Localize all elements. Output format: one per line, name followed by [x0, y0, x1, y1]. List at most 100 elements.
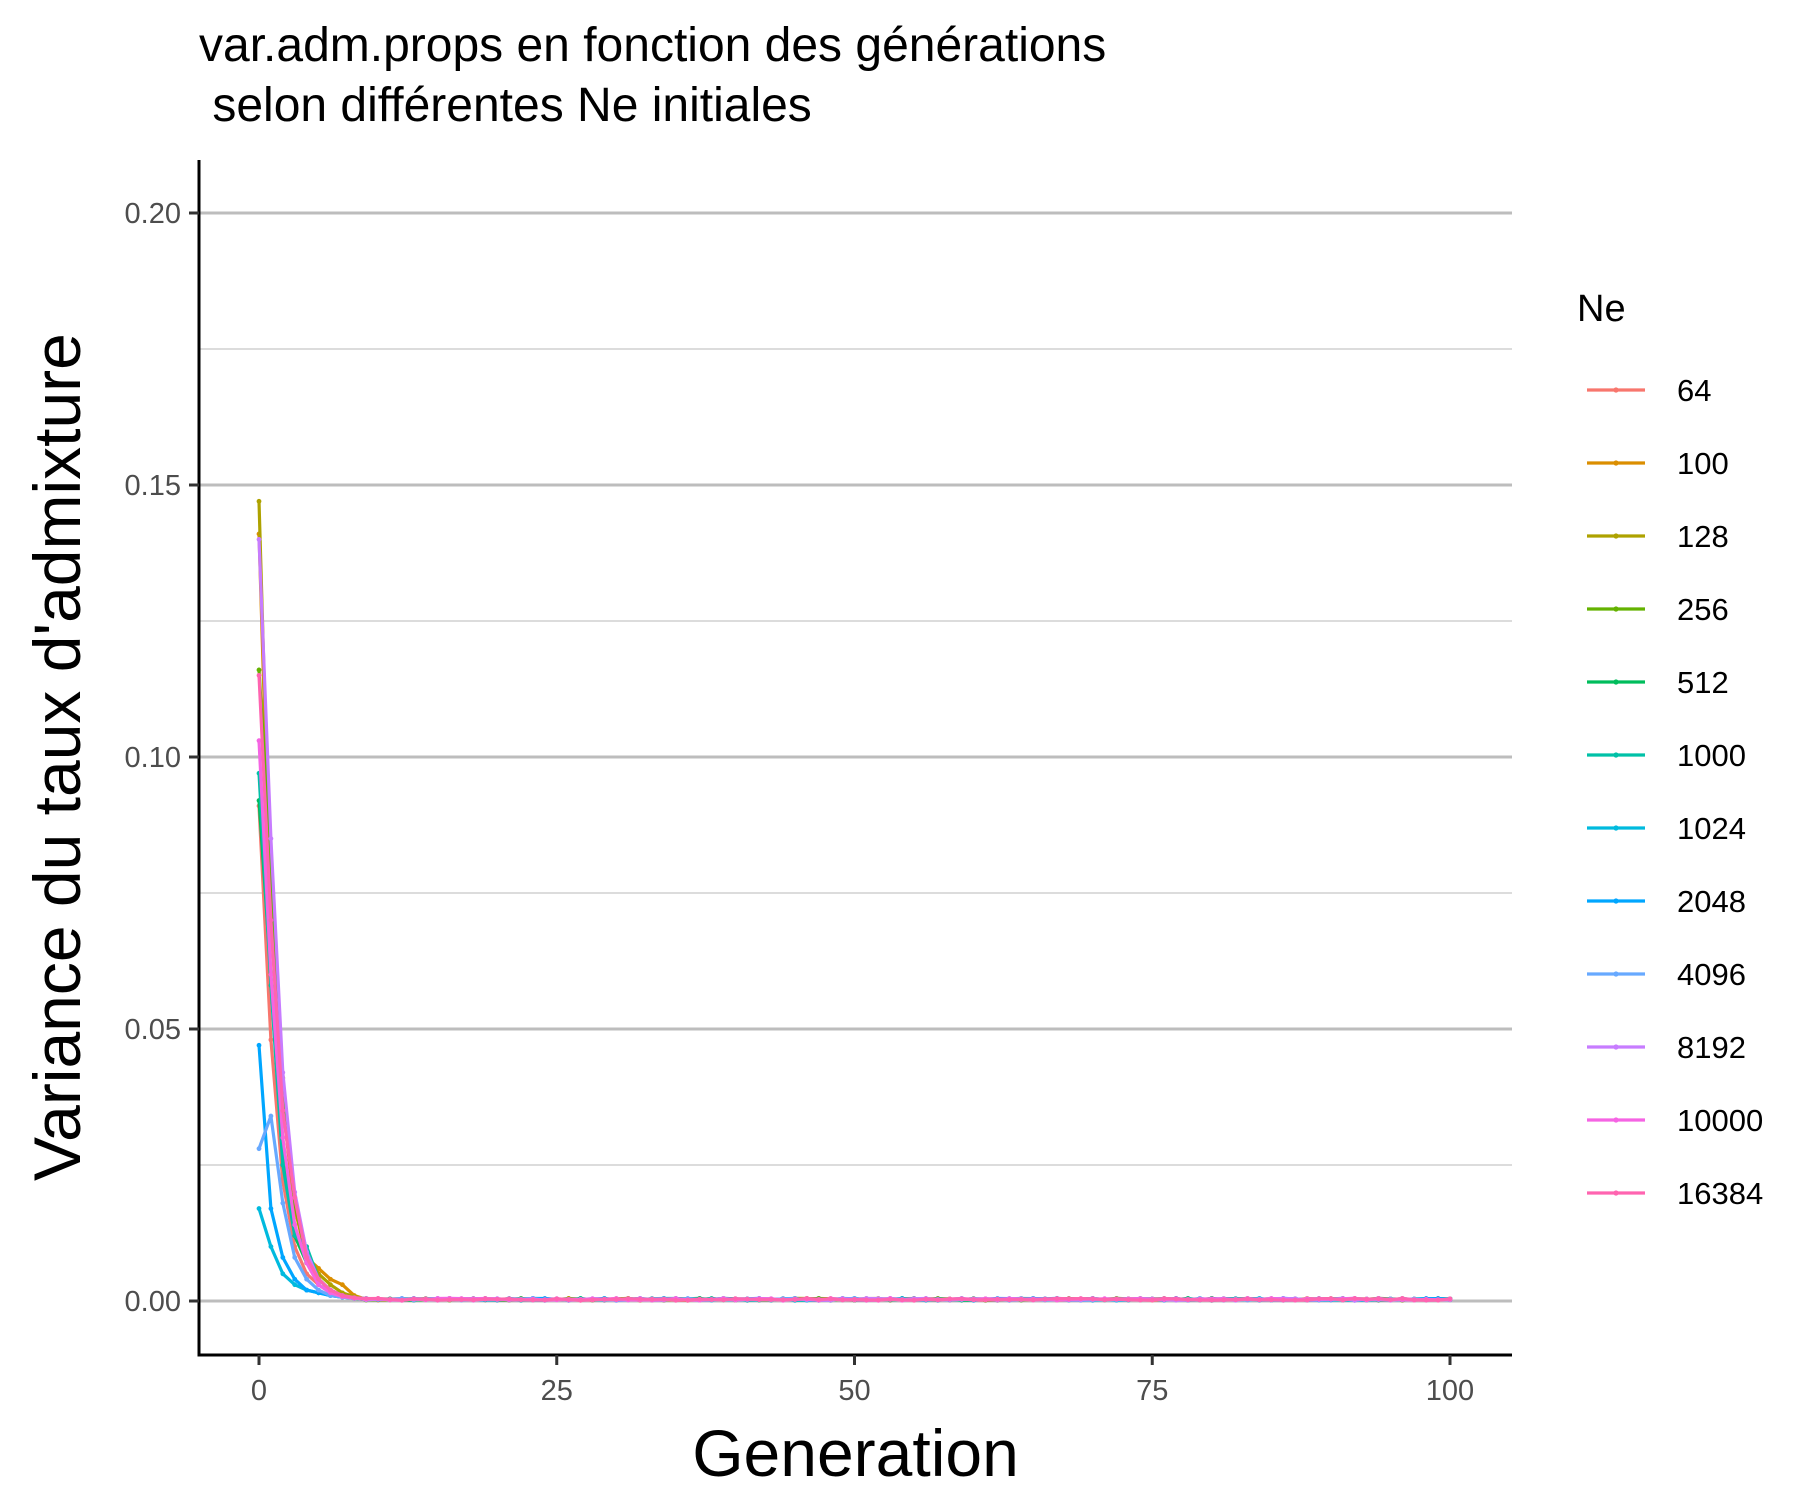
data-point-16384	[816, 1296, 822, 1302]
x-tick-label: 0	[251, 1375, 267, 1407]
series-line-4096	[257, 1114, 1451, 1302]
data-point-16384	[864, 1297, 869, 1303]
data-point-1024	[280, 1271, 286, 1277]
data-point-16384	[1018, 1297, 1024, 1302]
data-point-16384	[316, 1276, 321, 1282]
legend-key-point	[1613, 679, 1619, 685]
series-line-64	[257, 805, 1451, 1302]
data-point-16384	[280, 1108, 286, 1113]
data-point-16384	[530, 1297, 536, 1303]
legend-label: 10000	[1677, 1103, 1763, 1138]
data-point-16384	[375, 1296, 381, 1301]
legend-label: 128	[1677, 519, 1729, 554]
y-tick-label: 0.10	[125, 742, 181, 774]
data-point-16384	[744, 1296, 750, 1302]
legend-title: Ne	[1577, 288, 1626, 330]
data-point-128	[256, 498, 262, 504]
legend-label: 1024	[1677, 811, 1746, 846]
data-point-16384	[601, 1296, 607, 1302]
legend-label: 100	[1677, 446, 1729, 481]
data-point-16384	[1209, 1297, 1215, 1303]
data-point-256	[256, 667, 262, 673]
data-point-16384	[673, 1297, 679, 1303]
data-point-16384	[459, 1297, 464, 1303]
data-point-16384	[1268, 1297, 1274, 1303]
data-point-16384	[733, 1296, 738, 1302]
data-point-16384	[1257, 1297, 1262, 1303]
data-point-16384	[768, 1297, 774, 1303]
data-point-16384	[1078, 1296, 1084, 1302]
y-tick-label: 0.20	[125, 198, 181, 230]
data-point-16384	[1102, 1297, 1108, 1303]
data-point-4096	[292, 1255, 298, 1260]
data-point-16384	[1114, 1296, 1119, 1302]
data-point-16384	[828, 1296, 834, 1302]
data-point-16384	[1173, 1296, 1179, 1302]
series-line-512	[257, 800, 1451, 1302]
data-point-16384	[1066, 1296, 1072, 1302]
x-tick-label: 75	[1136, 1375, 1168, 1407]
data-point-16384	[899, 1297, 905, 1303]
data-point-16384	[697, 1296, 703, 1302]
data-point-16384	[1292, 1297, 1298, 1303]
legend-key-point	[1613, 387, 1619, 393]
data-point-16384	[399, 1297, 405, 1303]
axes	[189, 160, 1512, 1365]
data-point-16384	[506, 1296, 512, 1302]
data-point-8192	[268, 836, 274, 841]
data-point-16384	[268, 917, 274, 923]
data-point-16384	[542, 1297, 548, 1303]
y-axis-label: Variance du taux d'admixture	[20, 333, 94, 1182]
data-point-1000	[292, 1233, 298, 1239]
data-point-16384	[292, 1195, 298, 1201]
data-point-16384	[983, 1297, 988, 1303]
data-point-1024	[268, 1244, 274, 1249]
data-point-10000	[316, 1282, 321, 1288]
data-point-16384	[1447, 1296, 1453, 1302]
data-point-16384	[482, 1296, 488, 1302]
data-point-16384	[852, 1297, 857, 1302]
data-point-2048	[256, 1042, 262, 1048]
data-point-16384	[935, 1297, 941, 1303]
data-point-100	[339, 1282, 345, 1288]
legend-label: 16384	[1677, 1176, 1763, 1211]
data-point-10000	[280, 1135, 286, 1141]
data-point-16384	[554, 1296, 560, 1302]
series-line-1024	[257, 1208, 1451, 1302]
data-point-16384	[447, 1297, 452, 1303]
data-point-16384	[256, 673, 262, 678]
legend-key-point	[1613, 460, 1619, 466]
legend-key-point	[1613, 898, 1619, 904]
legend-key-point	[1613, 1044, 1619, 1050]
data-point-16384	[363, 1296, 369, 1302]
series-line-256	[257, 669, 1451, 1302]
data-point-1024	[256, 1206, 262, 1211]
data-point-16384	[1364, 1296, 1370, 1302]
data-point-16384	[661, 1296, 667, 1302]
data-point-16384	[1388, 1297, 1393, 1303]
data-point-16384	[1161, 1296, 1167, 1301]
data-point-16384	[756, 1297, 762, 1303]
data-point-16384	[1197, 1297, 1203, 1303]
data-point-16384	[590, 1297, 595, 1303]
data-point-1024	[292, 1282, 298, 1288]
data-point-16384	[518, 1297, 524, 1303]
data-point-1000	[280, 1162, 286, 1168]
legend: 64 100 128 256 512 1000 1024 2048 4096 8192 10000 1…	[1587, 373, 1763, 1211]
data-point-8192	[256, 537, 262, 542]
legend-key-point	[1613, 1117, 1619, 1123]
legend-label: 4096	[1677, 957, 1746, 992]
data-point-16384	[1149, 1297, 1155, 1303]
data-point-4096	[304, 1276, 310, 1282]
data-point-10000	[256, 738, 262, 744]
data-point-16384	[1280, 1297, 1286, 1303]
data-point-16384	[1435, 1297, 1441, 1303]
data-point-16384	[1006, 1297, 1012, 1303]
data-point-2048	[304, 1287, 310, 1293]
data-point-16384	[1423, 1297, 1429, 1303]
y-tick-label: 0.00	[125, 1286, 181, 1318]
tick-labels: 0.00 0.05 0.10 0.15 0.20 0 25 50 75 100	[125, 198, 1475, 1407]
data-point-64	[268, 1037, 274, 1043]
data-point-10000	[292, 1222, 298, 1228]
